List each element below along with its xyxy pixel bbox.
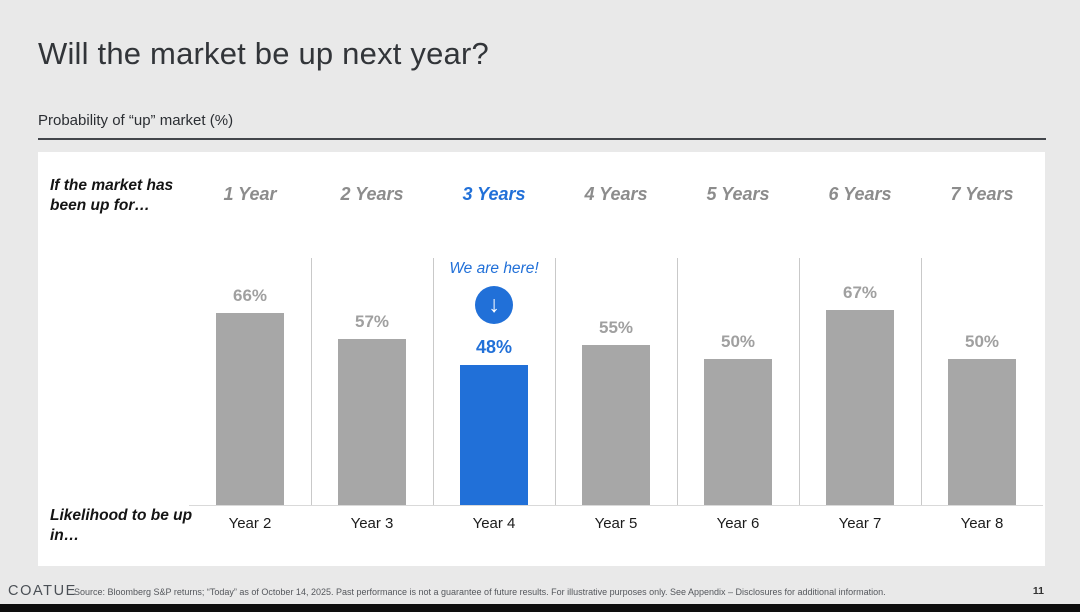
chart-column: 7 Years 50% Year 8 — [921, 152, 1043, 566]
bar-value-label: 67% — [842, 283, 878, 302]
bar — [948, 359, 1016, 505]
column-header: 6 Years — [828, 184, 892, 204]
we-are-here-annotation: We are here! — [449, 260, 539, 277]
chart-column: 3 Years We are here! ↓ 48% Year 4 — [433, 152, 555, 566]
page-title: Will the market be up next year? — [38, 36, 489, 71]
chart-column: 2 Years 57% Year 3 — [311, 152, 433, 566]
column-header: 4 Years — [584, 184, 648, 204]
column-header: 5 Years — [706, 184, 770, 204]
bottom-bar — [0, 604, 1080, 612]
bar — [582, 345, 650, 505]
bar — [826, 310, 894, 505]
row-header-top: If the market has been up for… — [50, 177, 174, 215]
chart-column: 4 Years 55% Year 5 — [555, 152, 677, 566]
row-header-bottom: Likelihood to be up in… — [50, 507, 193, 545]
bar — [338, 339, 406, 505]
column-header: 3 Years — [462, 184, 526, 204]
bar — [216, 313, 284, 505]
chart-column: 1 Year 66% Year 2 — [189, 152, 311, 566]
x-axis-label: Year 2 — [228, 515, 272, 532]
bar-value-label: 50% — [964, 332, 1000, 351]
source-note: Source: Bloomberg S&P returns; “Today” a… — [74, 587, 886, 597]
slide-footer: COATUE Source: Bloomberg S&P returns; “T… — [0, 566, 1080, 604]
title-divider — [38, 138, 1046, 140]
column-header: 2 Years — [340, 184, 404, 204]
bar-value-label: 48% — [475, 337, 513, 357]
x-axis-label: Year 6 — [716, 515, 760, 532]
bar-value-label: 55% — [598, 318, 634, 337]
bar — [704, 359, 772, 505]
page-number: 11 — [1032, 585, 1044, 597]
x-axis-label: Year 5 — [594, 515, 638, 532]
column-header: 1 Year — [223, 184, 277, 204]
chart-columns: 1 Year 66% Year 2 2 Years 57% Year 3 3 Y… — [189, 152, 1043, 566]
down-arrow-glyph: ↓ — [488, 290, 500, 317]
x-axis-line — [189, 505, 1043, 506]
bar — [460, 365, 528, 505]
coatue-logo: COATUE — [8, 583, 77, 599]
x-axis-label: Year 3 — [350, 515, 394, 532]
x-axis-label: Year 7 — [838, 515, 882, 532]
column-header: 7 Years — [950, 184, 1014, 204]
chart-column: 6 Years 67% Year 7 — [799, 152, 921, 566]
chart-subtitle: Probability of “up” market (%) — [38, 112, 234, 129]
chart-column: 5 Years 50% Year 6 — [677, 152, 799, 566]
bar-value-label: 50% — [720, 332, 756, 351]
chart-panel: If the market has been up for… Likelihoo… — [38, 152, 1045, 566]
down-arrow-circle-icon: ↓ — [475, 286, 513, 324]
bar-value-label: 57% — [354, 312, 390, 331]
bar-value-label: 66% — [232, 286, 268, 305]
x-axis-label: Year 8 — [960, 515, 1004, 532]
x-axis-label: Year 4 — [472, 515, 516, 532]
